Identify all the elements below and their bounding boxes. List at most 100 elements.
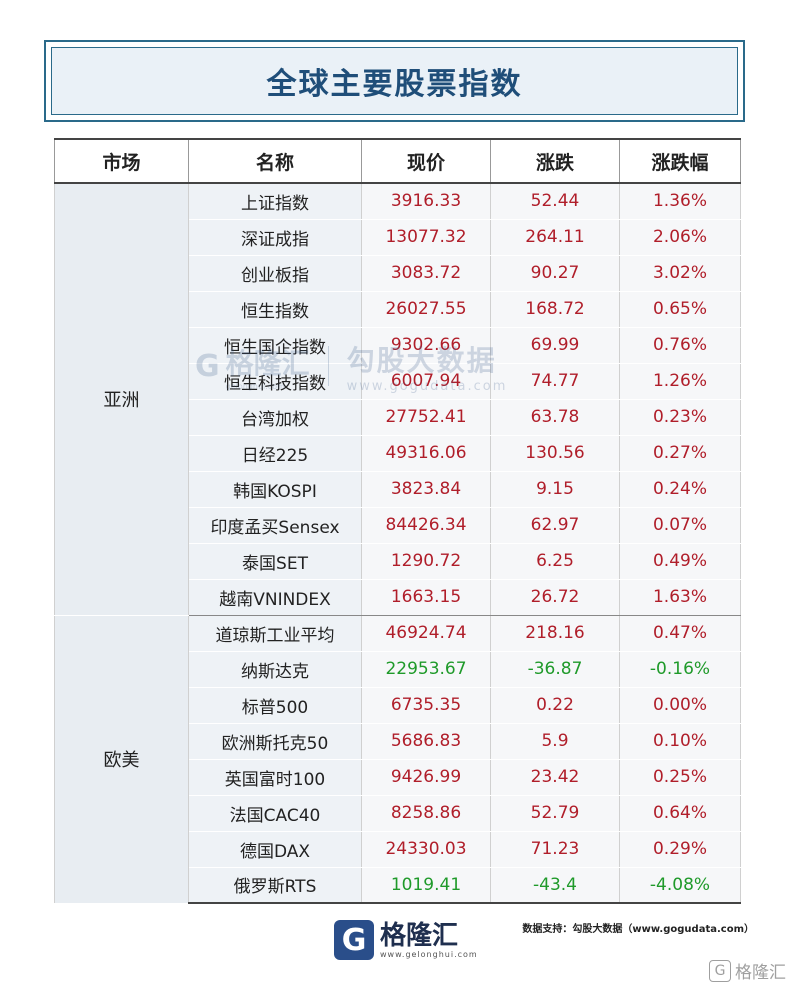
table-row: 俄罗斯RTS 1019.41 -43.4 -4.08% — [55, 867, 741, 904]
price-cell: 6735.35 — [361, 687, 491, 724]
corner-logo-icon: G — [709, 959, 731, 982]
pct-cell: 0.24% — [619, 471, 741, 508]
change-cell: -36.87 — [490, 651, 620, 688]
pct-cell: 1.63% — [619, 579, 741, 616]
name-cell: 德国DAX — [188, 831, 362, 868]
table-row: 泰国SET 1290.72 6.25 0.49% — [55, 543, 741, 580]
index-table-container: 市场 名称 现价 涨跌 涨跌幅 亚洲 上证指数 3916.33 52.44 1.36% 深… — [54, 138, 741, 904]
table-row: 台湾加权 27752.41 63.78 0.23% — [55, 399, 741, 436]
change-cell: 62.97 — [490, 507, 620, 544]
header-market: 市场 — [54, 138, 189, 184]
price-cell: 1663.15 — [361, 579, 491, 616]
pct-cell: -0.16% — [619, 651, 741, 688]
change-cell: 23.42 — [490, 759, 620, 796]
name-cell: 恒生科技指数 — [188, 363, 362, 400]
market-cell: 欧美 — [54, 615, 189, 904]
header-price: 现价 — [361, 138, 491, 184]
change-cell: 69.99 — [490, 327, 620, 364]
name-cell: 创业板指 — [188, 255, 362, 292]
table-row: 欧洲斯托克50 5686.83 5.9 0.10% — [55, 723, 741, 760]
change-cell: 264.11 — [490, 219, 620, 256]
name-cell: 泰国SET — [188, 543, 362, 580]
change-cell: 168.72 — [490, 291, 620, 328]
table-row: 创业板指 3083.72 90.27 3.02% — [55, 255, 741, 292]
header-name: 名称 — [188, 138, 362, 184]
title-inner: 全球主要股票指数 — [51, 47, 738, 115]
change-cell: 6.25 — [490, 543, 620, 580]
header-change: 涨跌 — [490, 138, 620, 184]
table-row: 印度孟买Sensex 84426.34 62.97 0.07% — [55, 507, 741, 544]
price-cell: 13077.32 — [361, 219, 491, 256]
pct-cell: 0.25% — [619, 759, 741, 796]
title-banner: 全球主要股票指数 — [44, 40, 745, 122]
pct-cell: 0.07% — [619, 507, 741, 544]
table-row: 日经225 49316.06 130.56 0.27% — [55, 435, 741, 472]
price-cell: 3916.33 — [361, 183, 491, 220]
change-cell: 63.78 — [490, 399, 620, 436]
name-cell: 纳斯达克 — [188, 651, 362, 688]
name-cell: 恒生国企指数 — [188, 327, 362, 364]
price-cell: 22953.67 — [361, 651, 491, 688]
page-title: 全球主要股票指数 — [266, 67, 523, 102]
price-cell: 24330.03 — [361, 831, 491, 868]
index-table: 市场 名称 现价 涨跌 涨跌幅 亚洲 上证指数 3916.33 52.44 1.36% 深… — [54, 138, 741, 904]
pct-cell: 0.29% — [619, 831, 741, 868]
price-cell: 49316.06 — [361, 435, 491, 472]
price-cell: 8258.86 — [361, 795, 491, 832]
table-row: 标普500 6735.35 0.22 0.00% — [55, 687, 741, 724]
name-cell: 深证成指 — [188, 219, 362, 256]
table-row: 恒生指数 26027.55 168.72 0.65% — [55, 291, 741, 328]
price-cell: 27752.41 — [361, 399, 491, 436]
name-cell: 俄罗斯RTS — [188, 867, 362, 904]
data-source-note: 数据支持：勾股大数据（www.gogudata.com） — [522, 924, 754, 935]
change-cell: 9.15 — [490, 471, 620, 508]
pct-cell: -4.08% — [619, 867, 741, 904]
price-cell: 5686.83 — [361, 723, 491, 760]
market-cell: 亚洲 — [54, 183, 189, 616]
name-cell: 韩国KOSPI — [188, 471, 362, 508]
footer-brand: 格隆汇 — [380, 920, 459, 951]
change-cell: 90.27 — [490, 255, 620, 292]
pct-cell: 0.23% — [619, 399, 741, 436]
name-cell: 印度孟买Sensex — [188, 507, 362, 544]
name-cell: 台湾加权 — [188, 399, 362, 436]
pct-cell: 3.02% — [619, 255, 741, 292]
table-header-row: 市场 名称 现价 涨跌 涨跌幅 — [54, 138, 741, 184]
pct-cell: 0.76% — [619, 327, 741, 364]
pct-cell: 0.65% — [619, 291, 741, 328]
table-row: 法国CAC40 8258.86 52.79 0.64% — [55, 795, 741, 832]
corner-text: 格隆汇 — [735, 963, 786, 983]
change-cell: -43.4 — [490, 867, 620, 904]
name-cell: 欧洲斯托克50 — [188, 723, 362, 760]
table-row: 德国DAX 24330.03 71.23 0.29% — [55, 831, 741, 868]
price-cell: 46924.74 — [361, 615, 491, 652]
change-cell: 52.79 — [490, 795, 620, 832]
table-row: 英国富时100 9426.99 23.42 0.25% — [55, 759, 741, 796]
price-cell: 9302.66 — [361, 327, 491, 364]
table-row: 亚洲 上证指数 3916.33 52.44 1.36% — [54, 183, 741, 616]
name-cell: 恒生指数 — [188, 291, 362, 328]
name-cell: 英国富时100 — [188, 759, 362, 796]
pct-cell: 0.00% — [619, 687, 741, 724]
name-cell: 标普500 — [188, 687, 362, 724]
price-cell: 3823.84 — [361, 471, 491, 508]
price-cell: 84426.34 — [361, 507, 491, 544]
name-cell: 越南VNINDEX — [188, 579, 362, 616]
table-row: 纳斯达克 22953.67 -36.87 -0.16% — [55, 651, 741, 688]
table-row: 越南VNINDEX 1663.15 26.72 1.63% — [55, 579, 741, 616]
table-body: 亚洲 上证指数 3916.33 52.44 1.36% 深证成指 13077.32 264.1… — [54, 183, 741, 904]
price-cell: 9426.99 — [361, 759, 491, 796]
table-row: 恒生国企指数 9302.66 69.99 0.76% — [55, 327, 741, 364]
footer-logo-icon: G — [334, 920, 374, 960]
pct-cell: 0.49% — [619, 543, 741, 580]
price-cell: 1290.72 — [361, 543, 491, 580]
pct-cell: 2.06% — [619, 219, 741, 256]
pct-cell: 0.10% — [619, 723, 741, 760]
change-cell: 71.23 — [490, 831, 620, 868]
table-row: 深证成指 13077.32 264.11 2.06% — [55, 219, 741, 256]
table-row: 恒生科技指数 6007.94 74.77 1.26% — [55, 363, 741, 400]
name-cell: 道琼斯工业平均 — [188, 615, 362, 652]
change-cell: 74.77 — [490, 363, 620, 400]
price-cell: 6007.94 — [361, 363, 491, 400]
pct-cell: 1.26% — [619, 363, 741, 400]
